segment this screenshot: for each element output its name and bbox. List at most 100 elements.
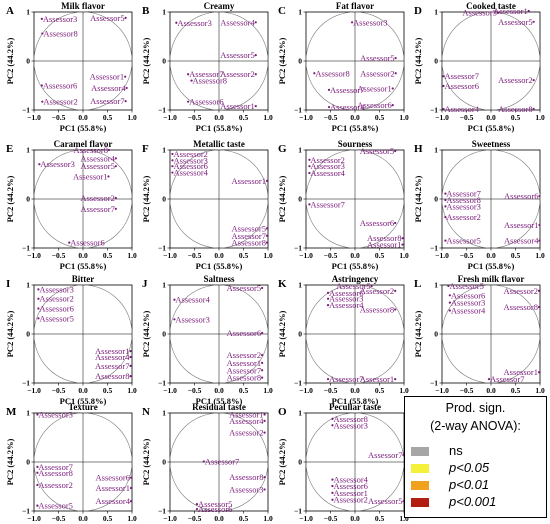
point-label: Assessor6: [70, 238, 104, 248]
y-axis-label: PC2 (44.2%): [5, 175, 15, 222]
data-point: [129, 476, 133, 479]
data-point: [114, 207, 117, 210]
point-label: Assessor3: [310, 161, 344, 171]
x-tick-label: 0.5: [103, 386, 113, 395]
x-axis-label: PC1 (55.8%): [332, 123, 379, 133]
point-label: Assessor3: [177, 18, 211, 28]
data-point: [326, 291, 330, 294]
y-tick-label: 0: [26, 330, 30, 339]
x-tick-label: −0.5: [324, 514, 338, 523]
point-label: Assessor7: [90, 96, 124, 106]
data-point: [537, 305, 541, 309]
data-point: [261, 361, 264, 365]
panel-letter: C: [278, 5, 286, 17]
panel-g: G Sourness −1.0 −0.5 0.0 0.5 1.0 1 0 −1 PC1 (55.8%…: [277, 139, 409, 271]
point-label: Assessor3: [229, 484, 263, 494]
data-point: [442, 107, 445, 111]
data-point: [447, 284, 450, 288]
data-point: [263, 476, 266, 479]
data-point: [254, 21, 257, 24]
x-tick-label: −0.5: [188, 514, 202, 523]
point-label: Assessor1: [333, 488, 367, 498]
data-point: [129, 350, 132, 353]
y-tick-label: 1: [162, 281, 166, 290]
x-tick-label: −0.5: [52, 514, 66, 523]
panel-title: Creamy: [204, 1, 235, 11]
x-tick-label: 0.5: [375, 514, 385, 523]
x-tick-label: −1.0: [435, 386, 449, 395]
data-point: [37, 288, 40, 291]
x-tick-label: 0.5: [239, 386, 249, 395]
x-tick-label: 1.0: [263, 514, 273, 523]
x-axis-label: PC1 (55.8%): [60, 396, 107, 406]
panel-e: E Caramel flavor −1.0 −0.5 0.0 0.5 1.0 1 0 −1 PC1 …: [5, 139, 137, 271]
data-point: [41, 100, 44, 103]
y-axis-label: PC2 (44.2%): [5, 310, 15, 357]
data-point: [532, 79, 535, 82]
point-label: Assessor6: [173, 161, 207, 171]
x-tick-label: −1.0: [299, 514, 313, 523]
point-label: Assessor8: [232, 238, 266, 248]
x-tick-label: 0.0: [214, 113, 224, 122]
x-tick-label: 0.0: [486, 251, 496, 260]
data-point: [448, 309, 451, 312]
panel-letter: I: [6, 278, 10, 290]
y-axis-label: PC2 (44.2%): [141, 175, 151, 222]
x-tick-label: −1.0: [163, 113, 177, 122]
x-tick-label: 1.0: [263, 251, 273, 260]
legend-swatch-p01: [411, 481, 429, 490]
data-point: [326, 297, 330, 300]
x-tick-label: 0.5: [375, 386, 385, 395]
point-label: Assessor6: [333, 481, 367, 491]
panel-d: D Cooked taste −1.0 −0.5 0.0 0.5 1.0 1 0 −1 PC1 (5…: [413, 1, 545, 133]
panel-title: Fresh milk flavor: [458, 274, 525, 284]
data-point: [444, 198, 447, 202]
point-label: Assessor7: [232, 231, 266, 241]
point-label: Assessor2: [38, 480, 72, 490]
x-tick-label: 1.0: [535, 113, 545, 122]
point-label: Assessor3: [446, 201, 480, 211]
x-tick-label: 0.0: [214, 251, 224, 260]
x-tick-label: 1.0: [399, 251, 409, 260]
data-point: [195, 507, 199, 511]
point-label: Assessor1: [360, 374, 394, 384]
x-tick-label: 0.0: [78, 113, 88, 122]
data-point: [261, 369, 264, 372]
y-tick-label: 1: [298, 409, 302, 418]
y-tick-label: 1: [298, 8, 302, 17]
y-tick-label: 1: [162, 146, 166, 155]
x-axis-label: PC1 (55.8%): [196, 396, 243, 406]
data-point: [538, 194, 541, 198]
x-tick-label: −0.5: [460, 251, 474, 260]
panel-letter: N: [142, 406, 150, 418]
y-tick-label: −1: [22, 379, 30, 388]
y-axis-label: PC2 (44.2%): [141, 438, 151, 485]
data-point: [442, 75, 445, 78]
data-point: [444, 205, 447, 208]
panel-letter: F: [142, 143, 149, 155]
data-point: [36, 483, 39, 487]
x-tick-label: −0.5: [324, 113, 338, 122]
data-point: [537, 371, 541, 374]
data-point: [448, 294, 451, 297]
point-label: Assessor2: [39, 294, 73, 304]
y-tick-label: −1: [22, 106, 30, 115]
x-tick-label: 1.0: [127, 113, 137, 122]
data-point: [313, 72, 316, 75]
panel-title: Sourness: [338, 139, 373, 149]
data-point: [36, 413, 39, 416]
y-tick-label: 1: [162, 8, 166, 17]
x-tick-label: −1.0: [27, 251, 41, 260]
y-tick-label: 0: [298, 458, 302, 467]
point-label: Assessor2: [80, 193, 114, 203]
point-label: Assessor6: [360, 218, 394, 228]
data-point: [187, 73, 190, 76]
point-label: Assessor7: [189, 69, 223, 79]
y-tick-label: 1: [26, 281, 30, 290]
panel-i: I Bitter −1.0 −0.5 0.0 0.5 1.0 1 0 −1 PC1 (55.8%) P…: [5, 274, 137, 406]
data-point: [327, 88, 331, 92]
point-label: Assessor8: [315, 68, 349, 78]
point-label: Assessor4: [333, 475, 368, 485]
legend-title-line2: (2-way ANOVA):: [430, 419, 521, 433]
point-label: Assessor7: [368, 450, 402, 460]
